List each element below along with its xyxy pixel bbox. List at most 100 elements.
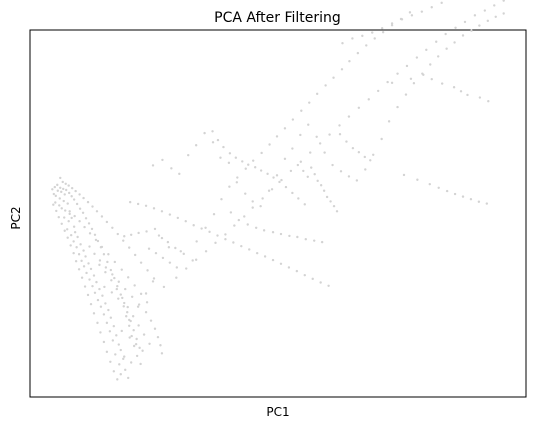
- scatter-point: [275, 174, 279, 177]
- scatter-point: [453, 41, 456, 44]
- scatter-point: [259, 169, 263, 172]
- scatter-point: [129, 233, 133, 236]
- scatter-point: [194, 144, 198, 147]
- scatter-point: [280, 178, 283, 182]
- scatter-point: [335, 210, 339, 213]
- scatter-point: [404, 93, 408, 96]
- scatter-point: [182, 252, 185, 256]
- scatter-point: [313, 239, 316, 242]
- scatter-point: [396, 105, 399, 109]
- scatter-point: [278, 180, 281, 184]
- scatter-point: [108, 330, 112, 333]
- scatter-point: [307, 123, 310, 126]
- scatter-point: [127, 376, 130, 380]
- scatter-point: [84, 255, 87, 258]
- scatter-point: [145, 301, 149, 304]
- scatter-point: [131, 315, 135, 318]
- scatter-point: [332, 76, 335, 79]
- scatter-point: [93, 291, 97, 294]
- scatter-point: [122, 305, 125, 308]
- scatter-point: [151, 164, 155, 167]
- scatter-point: [63, 193, 66, 196]
- scatter-point: [240, 244, 243, 248]
- scatter-point: [103, 285, 106, 289]
- scatter-point: [291, 191, 294, 195]
- scatter-point: [373, 37, 376, 40]
- scatter-point: [60, 190, 63, 194]
- scatter-point: [184, 220, 187, 223]
- scatter-point: [102, 313, 106, 316]
- scatter-point: [429, 63, 432, 66]
- scatter-point: [133, 253, 137, 257]
- scatter-point: [146, 269, 149, 272]
- scatter-point: [151, 280, 155, 283]
- scatter-point: [408, 11, 412, 14]
- scatter-point: [77, 268, 81, 271]
- scatter-point: [268, 143, 271, 146]
- scatter-point: [117, 280, 120, 283]
- scatter-point: [89, 267, 93, 271]
- scatter-point: [211, 141, 215, 144]
- scatter-point: [67, 220, 70, 223]
- scatter-point: [320, 240, 324, 244]
- scatter-point: [160, 236, 164, 240]
- scatter-point: [162, 285, 166, 289]
- scatter-point: [78, 220, 81, 223]
- scatter-point: [174, 246, 177, 250]
- scatter-point: [98, 263, 101, 267]
- scatter-point: [120, 329, 123, 333]
- scatter-point: [139, 292, 143, 296]
- scatter-point: [133, 284, 136, 287]
- scatter-point: [132, 329, 135, 332]
- scatter-point: [88, 245, 91, 248]
- scatter-point: [129, 361, 133, 364]
- scatter-point: [132, 344, 136, 348]
- scatter-point: [463, 20, 467, 24]
- scatter-point: [84, 217, 88, 220]
- scatter-point: [279, 232, 283, 236]
- scatter-point: [302, 169, 305, 173]
- scatter-point: [236, 176, 239, 179]
- scatter-point: [142, 333, 146, 336]
- scatter-point: [220, 197, 223, 201]
- scatter-point: [200, 227, 203, 230]
- scatter-point: [144, 292, 148, 295]
- scatter-point: [52, 203, 55, 206]
- scatter-point: [66, 202, 69, 205]
- scatter-point: [469, 197, 473, 201]
- scatter-point: [318, 142, 322, 145]
- scatter-point: [130, 295, 134, 299]
- scatter-point: [271, 258, 275, 262]
- scatter-point: [147, 247, 151, 250]
- scatter-point: [402, 173, 406, 177]
- scatter-point: [148, 342, 151, 345]
- scatter-point: [126, 305, 129, 309]
- scatter-point: [291, 118, 295, 121]
- scatter-point: [291, 147, 294, 150]
- scatter-point: [485, 202, 489, 205]
- scatter-point: [161, 158, 164, 162]
- scatter-point: [396, 72, 399, 75]
- scatter-point: [149, 319, 153, 322]
- scatter-point: [235, 181, 239, 184]
- scatter-point: [160, 352, 164, 355]
- scatter-point: [137, 231, 140, 235]
- scatter-point: [130, 334, 133, 338]
- scatter-point: [170, 167, 173, 170]
- scatter-point: [128, 336, 131, 339]
- scatter-point: [63, 229, 66, 232]
- scatter-point: [339, 170, 343, 173]
- scatter-point: [52, 192, 56, 196]
- scatter-point: [212, 213, 216, 216]
- scatter-point: [452, 86, 456, 89]
- scatter-point: [110, 291, 114, 294]
- scatter-point: [284, 185, 288, 189]
- scatter-point: [56, 189, 59, 192]
- scatter-point: [145, 230, 148, 233]
- scatter-point: [88, 278, 91, 281]
- scatter-point: [369, 159, 372, 162]
- scatter-point: [251, 206, 254, 209]
- scatter-point: [93, 252, 96, 256]
- scatter-point: [137, 303, 141, 306]
